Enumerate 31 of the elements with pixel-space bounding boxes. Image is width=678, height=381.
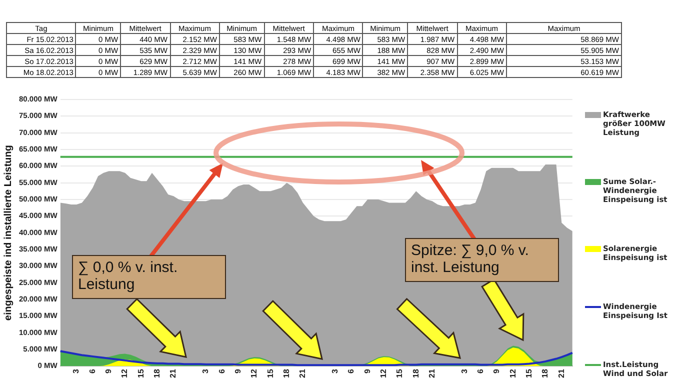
x-tick-label: 15 xyxy=(524,368,534,378)
x-tick-label: 18 xyxy=(282,368,291,378)
x-tick-label: 3 xyxy=(72,368,81,374)
x-tick-label: 9 xyxy=(104,368,114,374)
x-tick-label: 12 xyxy=(378,368,388,378)
x-tick-label: 18 xyxy=(540,368,550,378)
x-tick-label: 15 xyxy=(395,368,404,378)
x-tick-label: 12 xyxy=(120,368,130,378)
x-tick-label: 15 xyxy=(266,368,275,378)
x-tick-label: 3 xyxy=(330,368,340,374)
x-tick-label: 21 xyxy=(427,368,436,378)
x-tick-label: 18 xyxy=(152,368,162,378)
x-tick-label: 9 xyxy=(233,368,242,374)
x-tick-label: 21 xyxy=(168,368,178,378)
x-tick-label: 18 xyxy=(411,368,420,378)
x-tick-label: 21 xyxy=(298,368,308,378)
x-tick-label: 3 xyxy=(201,368,210,374)
x-tick-label: 21 xyxy=(556,368,566,378)
callout-box: Spitze: ∑ 9,0 % v. inst. Leistung xyxy=(405,238,559,282)
x-tick-label: 12 xyxy=(508,368,518,378)
x-tick-label: 6 xyxy=(476,368,485,374)
x-tick-label: 9 xyxy=(362,368,372,374)
x-tick-label: 9 xyxy=(492,368,502,374)
y-axis-title: eingespeiste ind installierte Leistung xyxy=(2,144,14,321)
callout-box: ∑ 0,0 % v. inst. Leistung xyxy=(72,255,226,299)
x-tick-label: 6 xyxy=(346,368,356,374)
x-tick-label: 3 xyxy=(460,368,469,374)
x-tick-label: 12 xyxy=(250,368,259,378)
x-tick-label: 6 xyxy=(88,368,97,374)
x-tick-label: 6 xyxy=(217,368,226,374)
x-tick-label: 15 xyxy=(136,368,146,378)
